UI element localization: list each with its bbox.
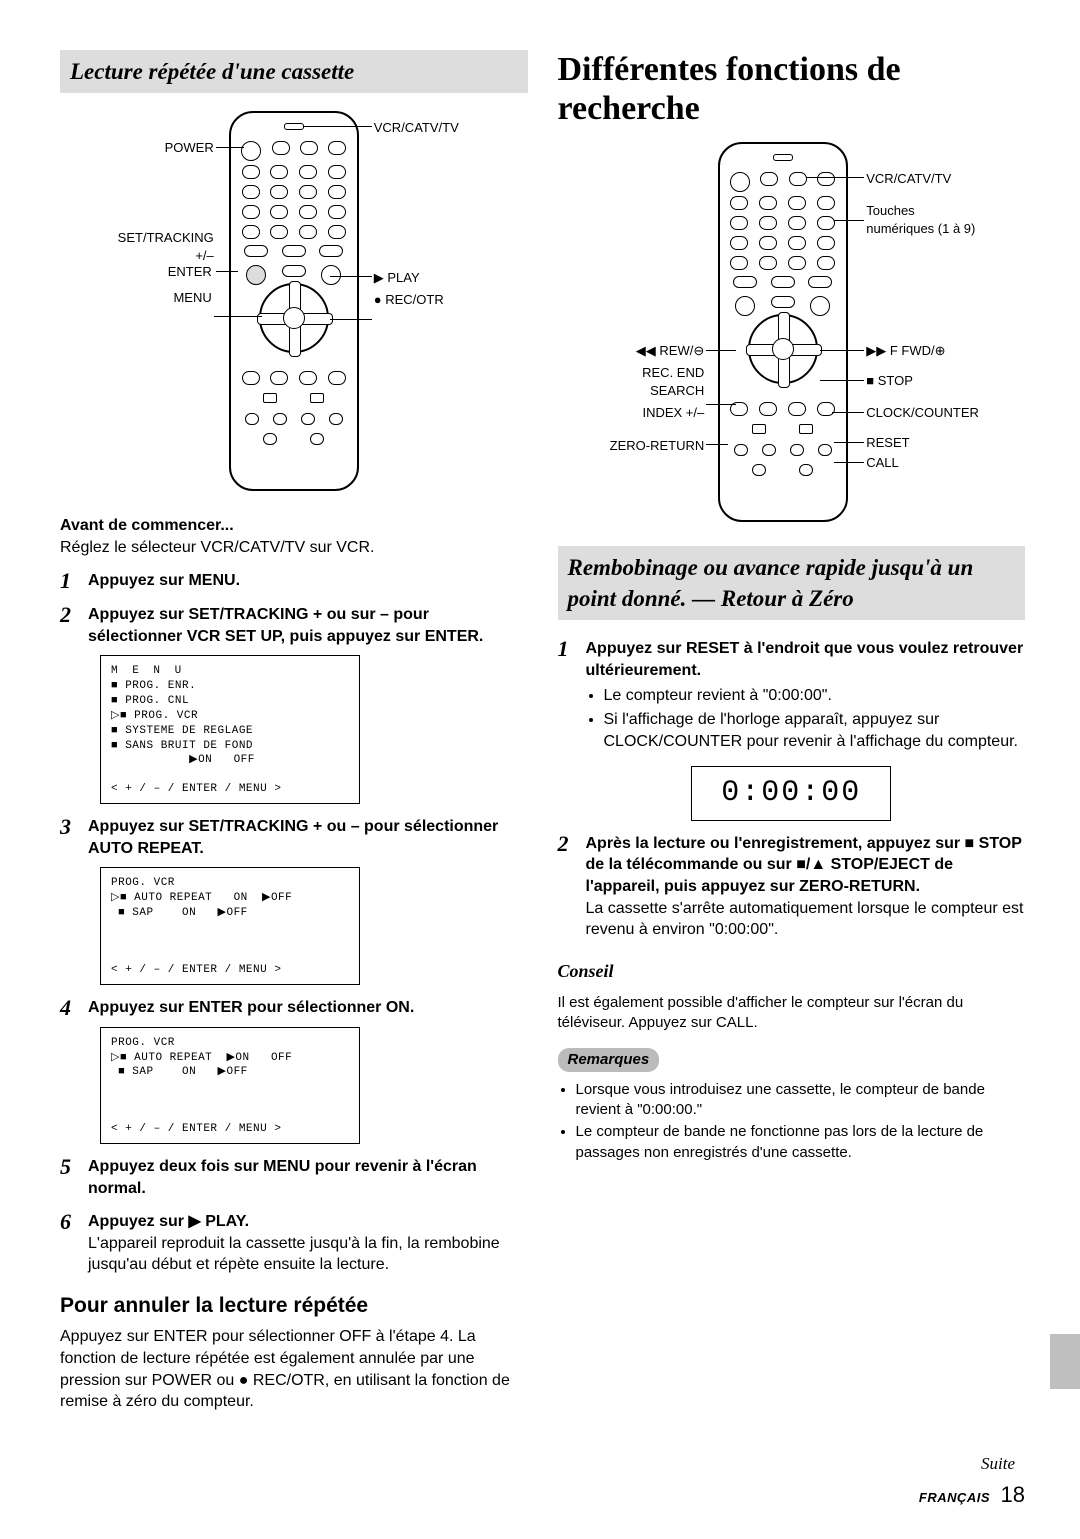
label-recend: REC. END SEARCH (576, 364, 704, 399)
main-heading-right: Différentes fonctions de recherche (558, 50, 1026, 128)
step6-prefix: Appuyez sur (88, 1213, 188, 1230)
play-icon: ▶ (188, 1213, 200, 1230)
conseil-divider (558, 985, 1026, 987)
step5: Appuyez deux fois sur MENU pour revenir … (88, 1158, 477, 1197)
label-clock: CLOCK/COUNTER (866, 404, 979, 422)
step2: Appuyez sur SET/TRACKING + ou sur – pour… (88, 606, 483, 645)
counter-display: 0:00:00 (691, 766, 891, 821)
step-num-5: 5 (60, 1156, 80, 1199)
lang-label: FRANÇAIS (919, 1490, 990, 1505)
label-play: ▶ PLAY (374, 269, 420, 287)
step-num-6: 6 (60, 1211, 80, 1276)
conseil-text: Il est également possible d'afficher le … (558, 993, 1026, 1034)
thumb-tab (1050, 1334, 1080, 1389)
remote-diagram-right: VCR/CATV/TV Touches numériques (1 à 9) ▶… (576, 142, 1006, 532)
label-ffwd: ▶▶ F FWD/⊕ (866, 342, 945, 360)
r-step-num-1: 1 (558, 638, 578, 756)
r-step-num-2: 2 (558, 833, 578, 941)
osd-progvcr-off: PROG. VCR ▷■ AUTO REPEAT ON ▶OFF ■ SAP O… (100, 867, 360, 984)
r-step2-bold: Après la lecture ou l'enregistrement, ap… (586, 835, 1022, 895)
step6-body: L'appareil reproduit la cassette jusqu'à… (88, 1235, 500, 1274)
label-stop: ■ STOP (866, 372, 913, 390)
cancel-heading: Pour annuler la lecture répétée (60, 1292, 528, 1320)
label-settracking: SET/TRACKING +/– (94, 229, 214, 264)
page-footer: Suite FRANÇAIS 18 (60, 1453, 1025, 1510)
label-recotr: ● REC/OTR (374, 291, 444, 309)
r-step1-bold: Appuyez sur RESET à l'endroit que vous v… (586, 640, 1024, 679)
label-rew: ◀◀ REW/⊖ (576, 342, 704, 360)
r-step2-text: La cassette s'arrête automatiquement lor… (586, 900, 1024, 939)
cancel-text: Appuyez sur ENTER pour sélectionner OFF … (60, 1326, 528, 1412)
label-vcr-r: VCR/CATV/TV (866, 170, 951, 188)
section-heading-left: Lecture répétée d'une cassette (60, 50, 528, 93)
label-reset: RESET (866, 434, 909, 452)
remarque-2: Le compteur de bande ne fonctionne pas l… (576, 1122, 1026, 1163)
label-menu: MENU (114, 289, 212, 307)
section-heading-right: Rembobinage ou avance rapide jusqu'à un … (558, 546, 1026, 620)
step-num-4: 4 (60, 997, 80, 1019)
step1: Appuyez sur MENU. (88, 572, 240, 589)
step3: Appuyez sur SET/TRACKING + ou – pour sél… (88, 818, 498, 857)
page-number: 18 (1001, 1482, 1025, 1507)
label-call: CALL (866, 454, 899, 472)
remarque-1: Lorsque vous introduisez une cassette, l… (576, 1080, 1026, 1121)
before-title: Avant de commencer... (60, 515, 528, 537)
label-vcr: VCR/CATV/TV (374, 119, 459, 137)
step6-suffix: PLAY. (201, 1213, 249, 1230)
step-num-2: 2 (60, 604, 80, 647)
before-text: Réglez le sélecteur VCR/CATV/TV sur VCR. (60, 537, 528, 559)
r-step1-b2: Si l'affichage de l'horloge apparaît, ap… (604, 709, 1026, 752)
label-enter: ENTER (124, 263, 212, 281)
r-step1-b1: Le compteur revient à "0:00:00". (604, 685, 1026, 707)
step4: Appuyez sur ENTER pour sélectionner ON. (88, 999, 414, 1016)
label-numkeys: Touches numériques (1 à 9) (866, 202, 975, 237)
osd-menu: M E N U ■ PROG. ENR. ■ PROG. CNL ▷■ PROG… (100, 655, 360, 804)
label-index: INDEX +/– (576, 404, 704, 422)
conseil-label: Conseil (558, 959, 614, 983)
step-num-3: 3 (60, 816, 80, 859)
step-num-1: 1 (60, 570, 80, 592)
remote-diagram-left: POWER SET/TRACKING +/– ENTER MENU VCR/CA… (94, 111, 494, 501)
label-power: POWER (94, 139, 214, 157)
osd-progvcr-on: PROG. VCR ▷■ AUTO REPEAT ▶ON OFF ■ SAP O… (100, 1027, 360, 1144)
suite-label: Suite (60, 1453, 1025, 1476)
label-zero: ZERO-RETURN (576, 437, 704, 455)
remarques-label: Remarques (558, 1048, 660, 1072)
